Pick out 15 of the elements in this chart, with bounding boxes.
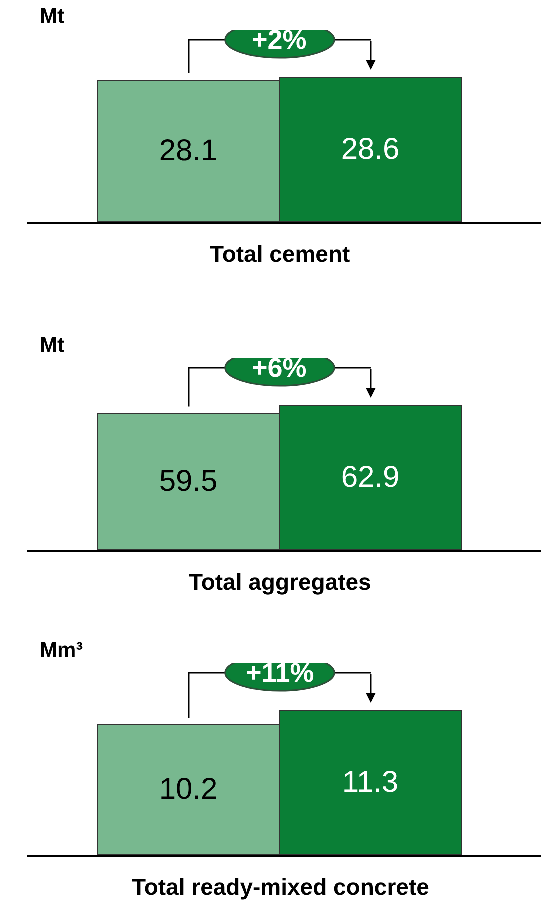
data-label: 28.6 [341, 133, 400, 166]
text: +2% [252, 25, 307, 55]
text: +11% [246, 658, 314, 688]
x-axis-title: Total cement [210, 241, 350, 267]
data-label: 10.2 [159, 773, 218, 806]
x-axis-title: Total aggregates [189, 569, 372, 595]
y-axis-title: Mt [40, 334, 64, 357]
data-label: 59.5 [159, 465, 218, 498]
x-axis-title: Total ready-mixed concrete [132, 874, 430, 900]
text: +6% [252, 353, 307, 383]
data-label: 62.9 [341, 461, 400, 494]
y-axis-title: Mt [40, 5, 64, 28]
y-axis-title: Mm³ [40, 639, 84, 662]
data-label: 11.3 [342, 766, 399, 799]
data-label: 28.1 [159, 134, 218, 168]
